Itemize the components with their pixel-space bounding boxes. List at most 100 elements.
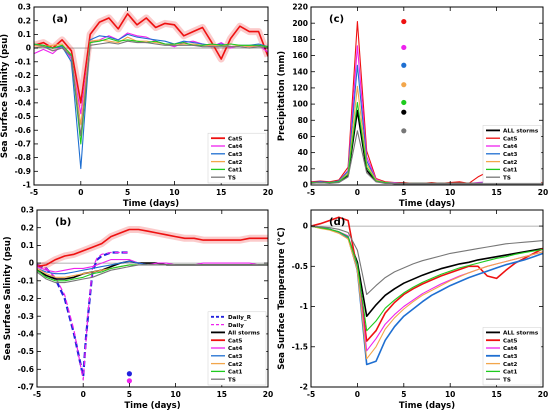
- legend-label: TS: [503, 377, 511, 383]
- legend-label: Cat1: [228, 370, 243, 376]
- y-tick-label: 80: [298, 116, 308, 125]
- legend-label: Cat2: [228, 362, 243, 368]
- y-tick-label: -0.6: [18, 365, 34, 374]
- y-tick-label: 0.1: [21, 241, 34, 250]
- marker-dot: [401, 82, 407, 88]
- series-cat5-line: [311, 216, 543, 342]
- panel-d: -5 0 5 10 15 20 -2 -1.5 -1 -0.5 0 Time (days) Sea Su…: [277, 209, 548, 410]
- y-tick-label: -0.5: [292, 262, 308, 271]
- x-tick-label: 15: [216, 188, 226, 197]
- x-tick-label: 5: [127, 390, 132, 399]
- series-ts-line: [37, 264, 268, 284]
- legend-label: Cat4: [503, 144, 518, 150]
- x-tick-label: 10: [445, 188, 455, 197]
- x-tick-label: -5: [30, 188, 38, 197]
- plot-frame: [310, 6, 544, 186]
- plot-area: [311, 21, 543, 185]
- legend-label: Cat5: [503, 338, 518, 344]
- marker-dot: [401, 18, 407, 25]
- y-tick-label: -0.8: [15, 153, 31, 162]
- panel-b: -5 0 5 10 15 20 -0.7 -0.6 -0.5 -0.4 -0.3 -0.2 -0.1 0 0…: [3, 206, 273, 410]
- series-cat1-line: [311, 225, 543, 332]
- legend-label: Cat1: [503, 370, 518, 376]
- y-tick-label: 0: [303, 222, 308, 231]
- y-tick-label: -0.3: [18, 312, 34, 321]
- legend-label: Cat1: [503, 168, 518, 174]
- marker-dot: [401, 109, 407, 115]
- panel-c: -5 0 5 10 15 20020406080100120140160180200220…: [277, 3, 548, 209]
- y-tick-label: 60: [298, 132, 308, 141]
- legend-label: Cat2: [503, 160, 518, 166]
- legend-label: Cat2: [228, 160, 243, 166]
- legend-label: Cat5: [228, 136, 243, 142]
- legend-label: Cat4: [503, 346, 518, 352]
- legend-label: Cat3: [228, 152, 243, 158]
- legend-label: Cat2: [503, 362, 518, 368]
- y-axis-label: Sea Surface Salinity (psu): [3, 236, 13, 360]
- series-ts-line: [311, 225, 543, 296]
- y-tick-label: 20: [298, 164, 308, 173]
- x-axis-label: Time (days): [399, 401, 455, 410]
- legend-label: Cat4: [228, 346, 243, 352]
- y-tick-label: -0.6: [15, 126, 31, 135]
- legend-label: Cat5: [228, 338, 243, 344]
- panel-label: (b): [55, 217, 71, 228]
- x-tick-label: 0: [81, 390, 86, 399]
- y-tick-label: -1: [300, 302, 308, 311]
- y-tick-label: 0: [303, 181, 308, 190]
- y-tick-label: 160: [292, 51, 308, 60]
- panel-label: (d): [329, 217, 345, 228]
- series-cat5-line: [37, 228, 268, 268]
- y-tick-label: -2: [300, 383, 308, 392]
- x-tick-label: 20: [263, 188, 273, 197]
- x-axis-label: Time (days): [123, 199, 179, 209]
- y-tick-label: 140: [292, 67, 308, 76]
- legend-label: All storms: [228, 331, 261, 337]
- x-tick-label: 10: [445, 390, 455, 399]
- y-tick-label: -0.2: [18, 294, 34, 303]
- x-tick-label: 15: [491, 390, 501, 399]
- y-tick-label: 0: [29, 259, 34, 268]
- series-cat4-line: [37, 259, 268, 273]
- y-tick-label: -0.9: [15, 167, 31, 176]
- legend-label: TS: [228, 377, 236, 383]
- panel-label: (c): [329, 14, 344, 25]
- y-tick-label: -0.7: [18, 383, 34, 392]
- y-axis-label: Precipitation (mm): [277, 51, 287, 141]
- y-tick-label: -0.4: [18, 330, 34, 339]
- y-tick-label: 220: [292, 3, 308, 12]
- marker-dot: [126, 378, 132, 384]
- legend-label: Daily_R: [228, 315, 252, 321]
- legend-label: Cat3: [503, 354, 518, 360]
- y-tick-label: -0.1: [15, 57, 31, 66]
- legend-label: Cat3: [503, 152, 518, 158]
- x-tick-label: 0: [355, 188, 360, 197]
- x-tick-label: -5: [307, 390, 315, 399]
- panel-label: (a): [52, 14, 68, 25]
- y-tick-label: -0.1: [18, 276, 34, 285]
- x-tick-label: 15: [217, 390, 227, 399]
- y-tick-label: 0.2: [18, 16, 31, 25]
- x-axis-label: Time (days): [124, 401, 180, 410]
- series-cat2-line: [311, 225, 543, 360]
- x-tick-label: -5: [307, 188, 315, 197]
- y-tick-label: -0.4: [15, 98, 31, 107]
- x-tick-label: -5: [33, 390, 41, 399]
- x-tick-label: 15: [491, 188, 501, 197]
- series-ts-line: [311, 130, 543, 184]
- y-tick-label: 120: [292, 84, 308, 93]
- legend-label: Cat5: [503, 136, 518, 142]
- series-cat5-band: [37, 226, 268, 271]
- y-tick-label: 0.1: [18, 30, 31, 39]
- marker-dot: [401, 62, 407, 68]
- series-daily-line: [37, 251, 130, 381]
- y-axis-label: Sea Surface Salinity (psu): [0, 34, 10, 158]
- legend-label: Daily: [228, 323, 244, 329]
- marker-dot: [401, 44, 407, 51]
- panel-a: -5 0 5 10 15 20 -1 -0.9 -0.8 -0.7 -0.6 -0.5 -0.4 -0.3…: [0, 3, 273, 209]
- legend-box: [207, 132, 267, 184]
